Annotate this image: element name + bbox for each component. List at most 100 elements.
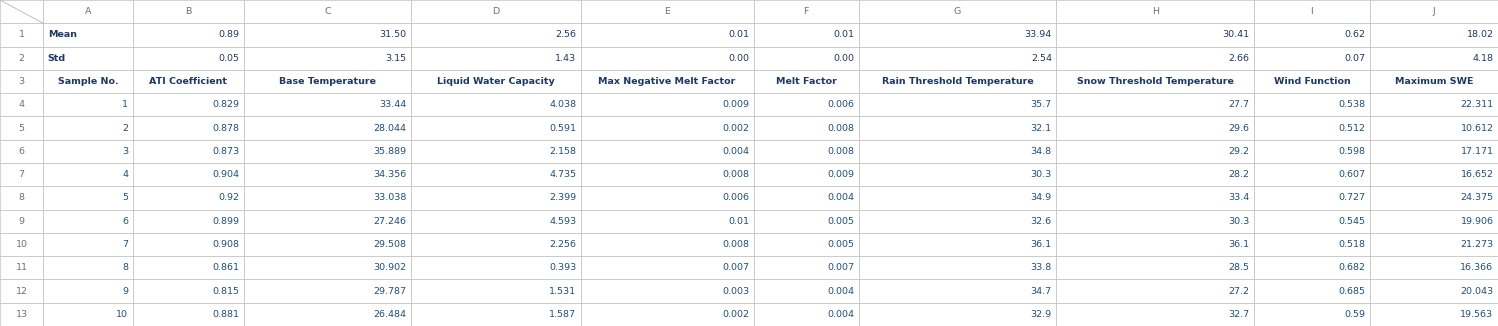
Text: 3: 3 [18,77,24,86]
Text: 0.005: 0.005 [827,217,854,226]
Text: 0.007: 0.007 [827,263,854,272]
Bar [133,256,244,279]
Bar [581,23,753,47]
Text: 4: 4 [18,100,24,109]
Text: 34.9: 34.9 [1031,193,1052,202]
Text: 32.6: 32.6 [1031,217,1052,226]
Bar [1254,233,1369,256]
Bar [244,233,410,256]
Text: 27.2: 27.2 [1228,287,1249,296]
Text: 27.7: 27.7 [1228,100,1249,109]
Text: 0.003: 0.003 [722,287,749,296]
Bar [133,23,244,47]
Bar [581,93,753,116]
Text: 0.815: 0.815 [213,287,240,296]
Text: 0.002: 0.002 [722,124,749,133]
Bar [858,47,1056,70]
Text: 2.66: 2.66 [1228,54,1249,63]
Bar [753,23,858,47]
Bar [43,116,133,140]
Bar [1056,0,1254,23]
Bar [410,186,581,210]
Text: 29.508: 29.508 [373,240,406,249]
Bar [1369,256,1498,279]
Text: 8: 8 [18,193,24,202]
Bar [753,303,858,326]
Text: 5: 5 [123,193,129,202]
Text: 31.50: 31.50 [379,30,406,39]
Text: 4.038: 4.038 [550,100,577,109]
Text: F: F [803,7,809,16]
Bar [43,23,133,47]
Text: 0.004: 0.004 [827,287,854,296]
Bar [1254,140,1369,163]
Bar [858,303,1056,326]
Text: 0.878: 0.878 [213,124,240,133]
Bar [0,140,43,163]
Bar [410,0,581,23]
Bar [1254,70,1369,93]
Text: 0.002: 0.002 [722,310,749,319]
Text: 32.1: 32.1 [1031,124,1052,133]
Bar [1056,47,1254,70]
Bar [753,210,858,233]
Text: G: G [954,7,962,16]
Bar [1369,0,1498,23]
Bar [43,233,133,256]
Bar [1056,70,1254,93]
Text: 30.41: 30.41 [1222,30,1249,39]
Text: 28.5: 28.5 [1228,263,1249,272]
Bar [43,70,133,93]
Bar [1369,140,1498,163]
Bar [753,186,858,210]
Text: Sample No.: Sample No. [57,77,118,86]
Text: 2.54: 2.54 [1031,54,1052,63]
Bar [0,163,43,186]
Text: 0.682: 0.682 [1338,263,1365,272]
Text: 3: 3 [123,147,129,156]
Text: 19.906: 19.906 [1461,217,1494,226]
Text: 27.246: 27.246 [373,217,406,226]
Text: 2: 2 [123,124,129,133]
Text: 29.6: 29.6 [1228,124,1249,133]
Text: 7: 7 [123,240,129,249]
Text: 20.043: 20.043 [1461,287,1494,296]
Text: Max Negative Melt Factor: Max Negative Melt Factor [599,77,736,86]
Text: 26.484: 26.484 [373,310,406,319]
Bar [43,140,133,163]
Bar [581,0,753,23]
Text: 5: 5 [18,124,24,133]
Bar [581,303,753,326]
Text: 13: 13 [15,310,27,319]
Bar [1369,47,1498,70]
Text: 1.587: 1.587 [550,310,577,319]
Text: 0.538: 0.538 [1338,100,1365,109]
Text: 0.727: 0.727 [1338,193,1365,202]
Bar [858,279,1056,303]
Text: 0.004: 0.004 [827,193,854,202]
Bar [43,256,133,279]
Bar [581,163,753,186]
Text: 10.612: 10.612 [1461,124,1494,133]
Text: 19.563: 19.563 [1461,310,1494,319]
Bar [244,23,410,47]
Bar [43,186,133,210]
Bar [0,303,43,326]
Text: 4: 4 [123,170,129,179]
Text: 1: 1 [18,30,24,39]
Bar [581,70,753,93]
Text: 34.7: 34.7 [1031,287,1052,296]
Bar [244,303,410,326]
Text: 16.652: 16.652 [1461,170,1494,179]
Bar [858,210,1056,233]
Bar [244,210,410,233]
Text: 0.899: 0.899 [213,217,240,226]
Bar [1254,23,1369,47]
Text: 0.006: 0.006 [827,100,854,109]
Bar [1056,116,1254,140]
Bar [581,210,753,233]
Bar [410,140,581,163]
Bar [753,163,858,186]
Text: 0.512: 0.512 [1338,124,1365,133]
Text: 0.62: 0.62 [1344,30,1365,39]
